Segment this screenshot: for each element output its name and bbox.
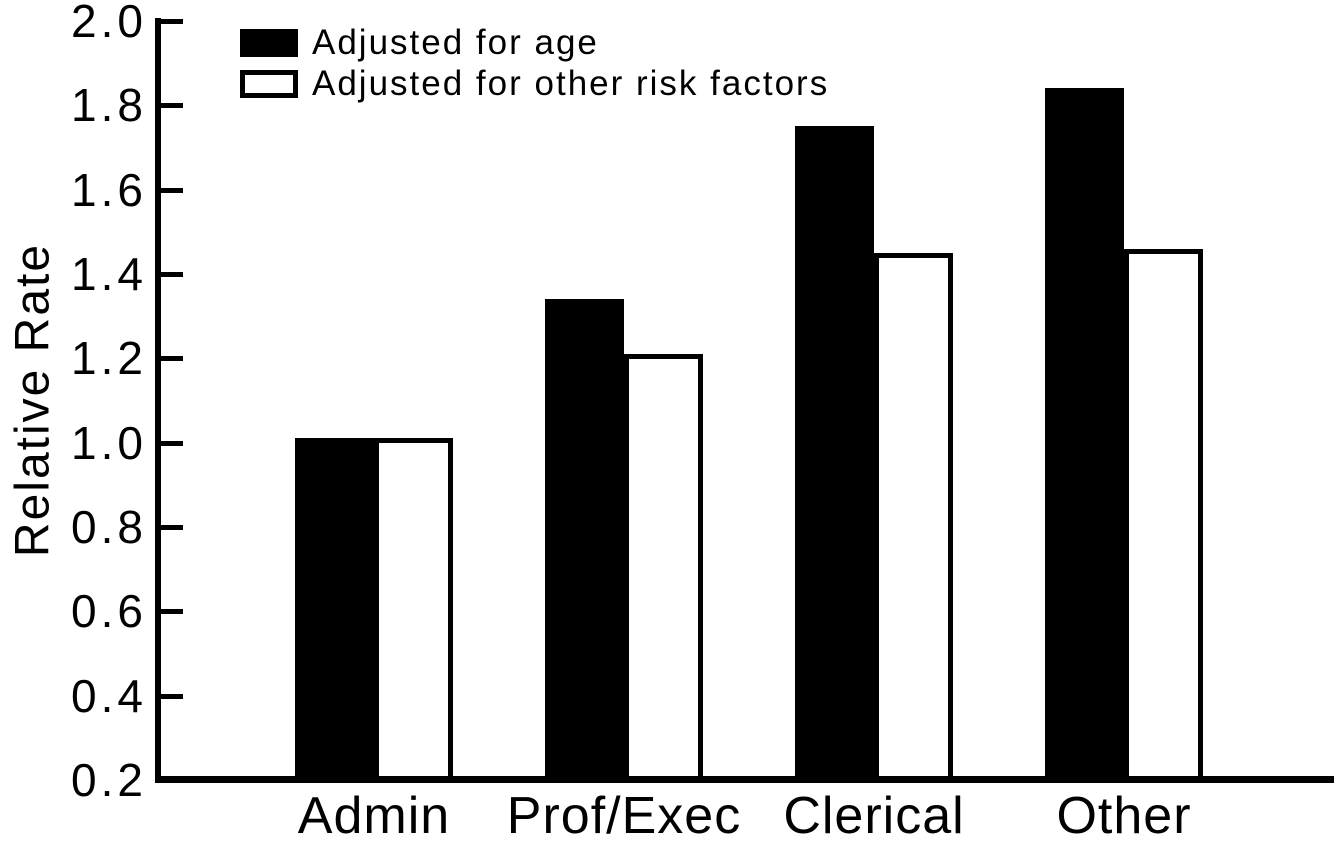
bar-adjusted-for-other-risk-factors-other — [1124, 249, 1203, 781]
bar-adjusted-for-age-clerical — [795, 126, 874, 781]
bar-adjusted-for-other-risk-factors-prof-exec — [624, 354, 703, 781]
y-tick-label-0-8: 0.8 — [71, 501, 147, 553]
y-tick-1-6 — [161, 188, 183, 193]
y-tick-label-0-4: 0.4 — [71, 670, 147, 722]
y-tick-label-1-6: 1.6 — [71, 164, 147, 216]
y-tick-1-4 — [161, 272, 183, 277]
legend-swatch-open-icon — [240, 69, 298, 98]
y-tick-2-0 — [161, 19, 183, 24]
bar-adjusted-for-age-prof-exec — [545, 299, 624, 781]
y-tick-1-0 — [161, 441, 183, 446]
x-axis-label-admin: Admin — [297, 787, 451, 845]
y-tick-label-1-0: 1.0 — [71, 417, 147, 469]
legend-item-adjusted-for-age: Adjusted for age — [240, 22, 829, 63]
legend-swatch-filled-icon — [240, 28, 298, 57]
y-tick-1-8 — [161, 103, 183, 108]
y-tick-label-1-2: 1.2 — [71, 332, 147, 384]
bar-adjusted-for-other-risk-factors-admin — [374, 438, 453, 781]
y-tick-label-1-8: 1.8 — [71, 79, 147, 131]
y-tick-0-4 — [161, 694, 183, 699]
bar-adjusted-for-age-admin — [295, 438, 374, 781]
x-axis-label-prof-exec: Prof/Exec — [506, 787, 742, 845]
y-tick-label-0-6: 0.6 — [71, 585, 147, 637]
y-tick-0-6 — [161, 609, 183, 614]
bar-adjusted-for-age-other — [1045, 88, 1124, 781]
legend: Adjusted for age Adjusted for other risk… — [240, 22, 829, 104]
y-tick-label-0-2: 0.2 — [71, 754, 147, 806]
x-axis-label-clerical: Clerical — [783, 787, 965, 845]
legend-item-adjusted-for-other-risk-factors: Adjusted for other risk factors — [240, 63, 829, 104]
y-tick-label-2-0: 2.0 — [71, 0, 147, 47]
legend-label-adjusted-for-other-risk-factors: Adjusted for other risk factors — [312, 63, 830, 103]
y-tick-label-1-4: 1.4 — [71, 248, 147, 300]
legend-label-adjusted-for-age: Adjusted for age — [312, 22, 599, 62]
x-axis-label-other: Other — [1056, 787, 1192, 845]
x-axis-line — [155, 776, 1334, 783]
bar-adjusted-for-other-risk-factors-clerical — [874, 253, 953, 781]
y-tick-0-8 — [161, 525, 183, 530]
y-axis-line — [155, 18, 161, 783]
y-tick-1-2 — [161, 356, 183, 361]
